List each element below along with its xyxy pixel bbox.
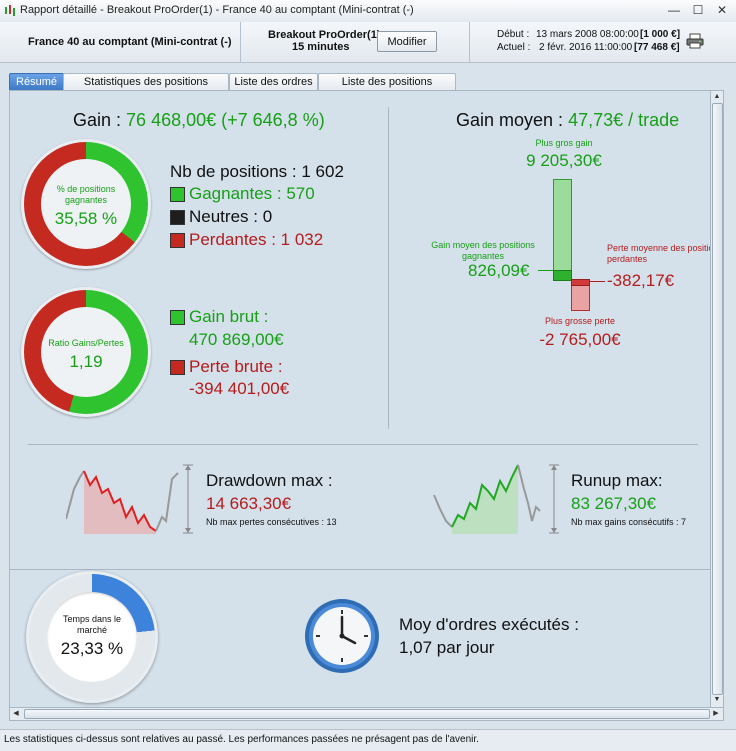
tab-closed-positions[interactable]: Liste des positions clôturées xyxy=(318,73,456,105)
start-date: 13 mars 2008 08:00:00 xyxy=(536,29,639,40)
runup-value: 83 267,30€ xyxy=(571,494,657,513)
market-time-ring-center xyxy=(47,592,137,682)
best-trade-label: Plus gros gain xyxy=(535,138,593,148)
avg-gain-label: Gain moyen : xyxy=(456,110,564,130)
gross-gain-value: 470 869,00€ xyxy=(189,330,284,349)
avg-loss-value: -382,17€ xyxy=(607,271,675,290)
horizontal-scrollbar[interactable]: ◀ ▶ xyxy=(9,707,724,721)
scroll-up-arrow-icon[interactable]: ▲ xyxy=(713,93,721,100)
positions-total: Nb de positions : 1 602 xyxy=(170,162,344,181)
scrollbar-thumb[interactable] xyxy=(712,103,723,695)
gross-gain-swatch xyxy=(170,310,185,325)
avg-loss-label-line2: perdantes xyxy=(607,254,648,264)
report-header: France 40 au comptant (Mini-contrat (-) … xyxy=(0,22,736,63)
neutral-legend-swatch xyxy=(170,210,185,225)
avg-loss-bar xyxy=(571,279,590,286)
market-time-text: Temps dans le marché 23,33 % xyxy=(47,614,137,659)
avg-win-label-line1: Gain moyen des positions xyxy=(431,240,535,250)
avg-win-value: 826,09€ xyxy=(468,261,530,280)
worst-trade-value: -2 765,00€ xyxy=(539,330,621,349)
scroll-left-arrow-icon[interactable]: ◀ xyxy=(13,710,19,717)
strategy-timeframe: 15 minutes xyxy=(292,41,350,53)
horizontal-divider xyxy=(28,444,698,445)
strategy-name: Breakout ProOrder(1) xyxy=(268,29,381,41)
worst-trade-label: Plus grosse perte xyxy=(544,316,616,326)
avg-win-bar xyxy=(553,270,572,281)
scroll-right-arrow-icon[interactable]: ▶ xyxy=(713,710,719,717)
avg-win-label-line2: gagnantes xyxy=(461,251,505,261)
start-label: Début : xyxy=(497,29,530,40)
ratio-value: 1,19 xyxy=(69,352,103,371)
losers-count: Perdantes : 1 032 xyxy=(189,230,324,249)
gross-gain-label: Gain brut : xyxy=(189,307,269,326)
winrate-label-2: gagnantes xyxy=(64,195,108,205)
avg-gain-title: Gain moyen : 47,73€ / trade xyxy=(456,110,679,131)
minimize-button[interactable]: — xyxy=(668,3,680,17)
winrate-text: % de positions gagnantes 35,58 % xyxy=(41,184,131,229)
winrate-label: % de positions xyxy=(56,184,116,194)
avg-win-arrow xyxy=(538,270,554,271)
winners-legend-swatch xyxy=(170,187,185,202)
drawdown-title: Drawdown max : xyxy=(206,471,333,490)
gain-value: 76 468,00€ (+7 646,8 %) xyxy=(126,110,325,130)
avg-loss-label: Perte moyenne des positions perdantes xyxy=(607,243,710,265)
header-divider xyxy=(469,22,470,62)
runup-title: Runup max: xyxy=(571,471,663,490)
status-bar: Les statistiques ci-dessus sont relative… xyxy=(0,729,736,751)
winrate-value: 35,58 % xyxy=(54,209,118,228)
current-date: 2 févr. 2016 11:00:00 xyxy=(539,42,633,53)
drawdown-value: 14 663,30€ xyxy=(206,494,292,513)
gross-loss-swatch xyxy=(170,360,185,375)
ratio-ring-center xyxy=(41,307,131,397)
vertical-scrollbar[interactable]: ▲ ▼ xyxy=(710,90,724,708)
gain-summary: Gain : 76 468,00€ (+7 646,8 %) xyxy=(73,110,325,131)
tab-closed-position-stats[interactable]: Statistiques des positions clôturées xyxy=(63,73,229,105)
ratio-label: Ratio Gains/Pertes xyxy=(48,338,124,348)
gain-label: Gain : xyxy=(73,110,122,130)
winrate-ring-center xyxy=(41,159,131,249)
drawdown-sparkline xyxy=(65,459,194,544)
neutral-count: Neutres : 0 xyxy=(189,207,273,226)
orders-title: Moy d'ordres exécutés : xyxy=(399,615,579,634)
runup-sparkline xyxy=(432,459,560,544)
horizontal-divider xyxy=(10,569,711,570)
market-time-label-2: marché xyxy=(76,625,107,635)
ratio-text: Ratio Gains/Pertes 1,19 xyxy=(41,338,131,372)
current-capital: [77 468 €] xyxy=(634,42,680,53)
winners-count: Gagnantes : 570 xyxy=(189,184,315,203)
scroll-down-arrow-icon[interactable]: ▼ xyxy=(713,696,721,703)
app-icon xyxy=(4,4,16,17)
disclaimer-text: Les statistiques ci-dessus sont relative… xyxy=(4,734,479,745)
printer-icon[interactable] xyxy=(686,33,704,54)
vertical-divider xyxy=(388,107,389,429)
hscrollbar-thumb[interactable] xyxy=(24,709,710,719)
avg-loss-label-line1: Perte moyenne des positions xyxy=(607,243,710,253)
market-time-label: Temps dans le xyxy=(62,614,122,624)
drawdown-consecutive-losses: Nb max pertes consécutives : 13 xyxy=(206,517,337,527)
modify-button[interactable]: Modifier xyxy=(377,31,437,52)
window-titlebar: Rapport détaillé - Breakout ProOrder(1) … xyxy=(0,0,736,23)
avg-loss-arrow xyxy=(589,281,605,282)
clock-icon xyxy=(303,597,381,680)
maximize-button[interactable]: ☐ xyxy=(692,3,704,17)
losers-legend-swatch xyxy=(170,233,185,248)
market-time-value: 23,33 % xyxy=(60,639,124,658)
gross-loss-value: -394 401,00€ xyxy=(189,379,290,398)
close-button[interactable]: ✕ xyxy=(716,3,728,17)
tab-order-list[interactable]: Liste des ordres xyxy=(229,73,318,91)
best-trade-value: 9 205,30€ xyxy=(526,151,602,170)
start-capital: [1 000 €] xyxy=(640,29,681,40)
gross-loss-label: Perte brute : xyxy=(189,357,283,376)
tab-resume[interactable]: Résumé xyxy=(9,73,64,91)
best-trade-bar xyxy=(553,179,572,281)
avg-gain-value: 47,73€ / trade xyxy=(568,110,680,130)
summary-panel: Gain : 76 468,00€ (+7 646,8 %) % de posi… xyxy=(9,90,712,708)
runup-consecutive-gains: Nb max gains consécutifs : 7 xyxy=(571,517,687,527)
orders-value: 1,07 par jour xyxy=(399,638,495,657)
current-label: Actuel : xyxy=(497,42,531,53)
instrument-name: France 40 au comptant (Mini-contrat (-) xyxy=(28,36,232,48)
avg-win-label: Gain moyen des positions gagnantes xyxy=(418,240,548,262)
header-divider xyxy=(240,22,241,62)
window-title: Rapport détaillé - Breakout ProOrder(1) … xyxy=(20,4,414,16)
